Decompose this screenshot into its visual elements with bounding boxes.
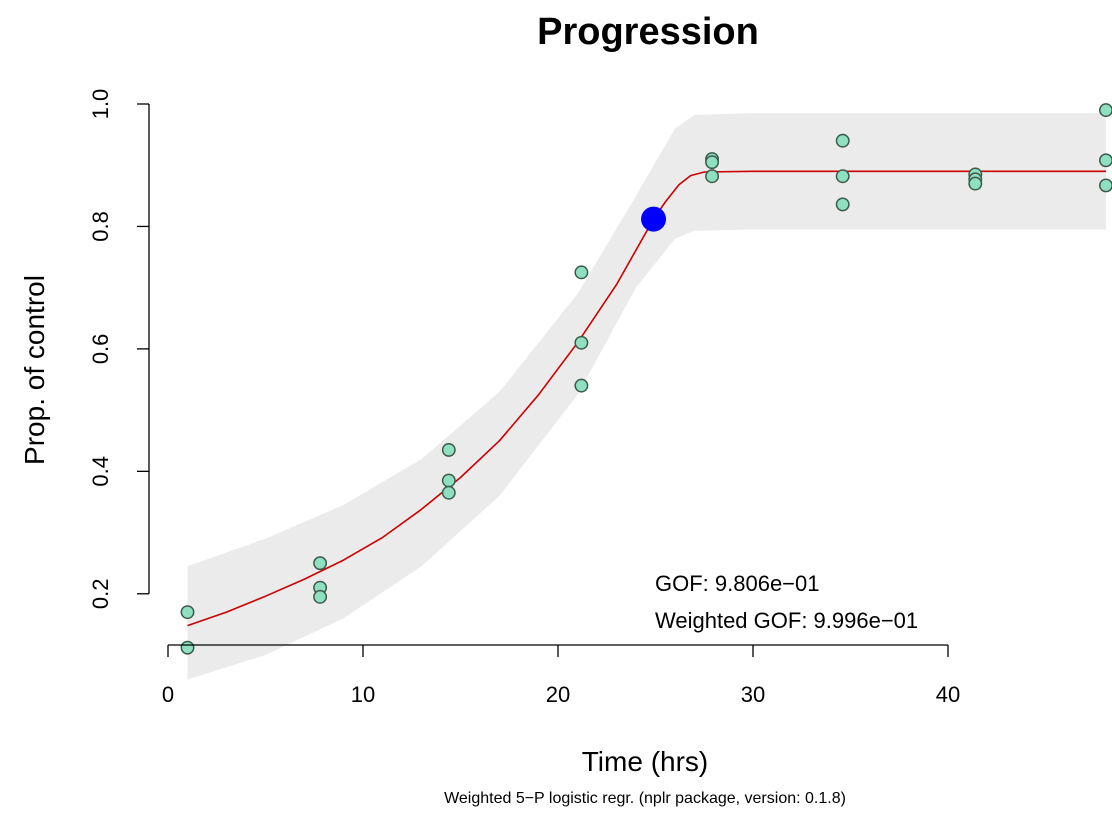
data-point [1099,103,1112,118]
y-tick-label: 0.6 [88,334,113,365]
data-point [968,176,983,191]
weighted-gof-annotation: Weighted GOF: 9.996e−01 [655,608,918,633]
data-point [835,169,850,184]
x-tick-label: 0 [162,682,174,707]
data-point [180,640,195,655]
y-tick-label: 1.0 [88,89,113,120]
data-point [313,556,328,571]
gof-annotation: GOF: 9.806e−01 [655,571,820,596]
data-point [180,605,195,620]
x-tick-label: 20 [546,682,570,707]
highlight-layer [641,206,667,232]
data-point [574,265,589,280]
x-tick-label: 30 [741,682,765,707]
fit-curve [187,170,1106,627]
data-point [1099,153,1112,168]
y-tick-label: 0.4 [88,456,113,487]
data-point [705,155,719,170]
data-point [574,335,589,350]
data-point [1099,178,1112,193]
axes-layer: 0 10 20 30 40 0.2 0.4 0.6 0.8 1.0 [88,89,960,707]
x-tick-label: 40 [936,682,960,707]
chart-title: Progression [537,11,759,53]
data-point [835,197,850,212]
y-tick-label: 0.8 [88,211,113,242]
chart-subtitle: Weighted 5−P logistic regr. (nplr packag… [444,790,846,807]
data-point [441,442,456,457]
confidence-band-layer [187,113,1106,680]
y-axis-label: Prop. of control [19,275,50,465]
inflection-point [641,206,667,232]
data-point [313,589,328,604]
y-tick-label: 0.2 [88,578,113,609]
x-axis-label: Time (hrs) [582,746,709,777]
confidence-band [187,113,1106,680]
data-point [574,378,589,393]
data-point [705,169,719,184]
data-point [835,133,850,148]
fit-curve-layer [187,170,1106,627]
data-point [441,473,456,488]
data-point [441,485,456,500]
x-tick-label: 10 [351,682,375,707]
